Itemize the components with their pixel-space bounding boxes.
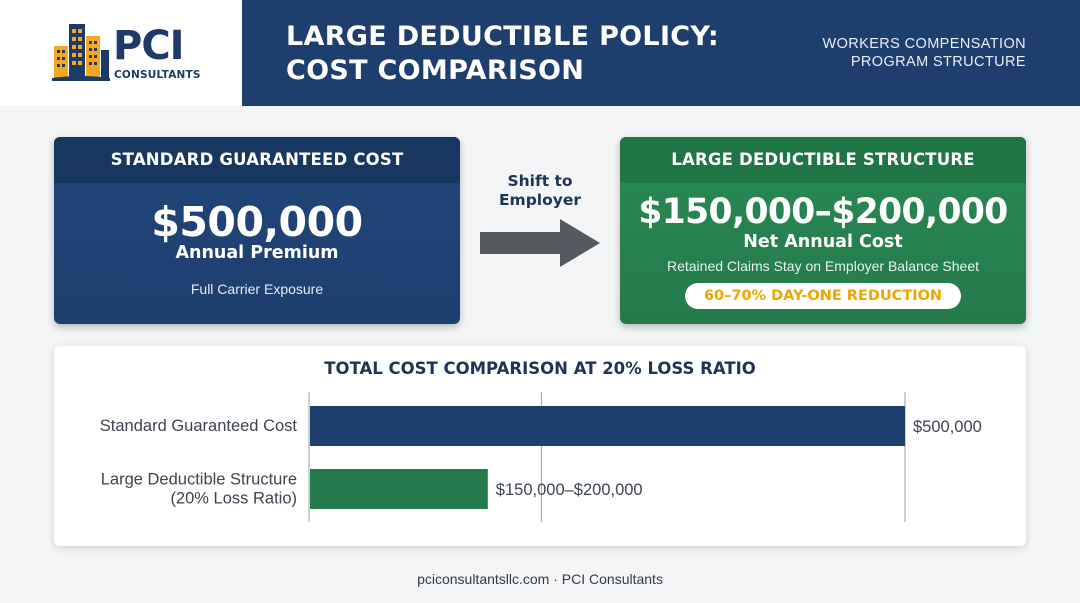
standard-card-heading: STANDARD GUARANTEED COST xyxy=(54,137,460,183)
deductible-card-note: Retained Claims Stay on Employer Balance… xyxy=(666,258,980,274)
title-band xyxy=(242,0,1080,106)
bar-1 xyxy=(310,406,905,446)
page-title: LARGE DEDUCTIBLE POLICY: COST COMPARISON xyxy=(286,20,786,88)
value-label-2: $150,000–$200,000 xyxy=(496,481,643,499)
large-deductible-card: LARGE DEDUCTIBLE STRUCTURE $150,000–$200… xyxy=(620,137,1026,324)
standard-card-amount: $500,000 xyxy=(151,198,363,246)
shift-arrow-label: Shift to Employer xyxy=(480,172,600,210)
page-title-line-1: LARGE DEDUCTIBLE POLICY: xyxy=(286,21,720,52)
standard-cost-card: STANDARD GUARANTEED COST $500,000 Annual… xyxy=(54,137,460,324)
reduction-badge: 60–70% DAY-ONE REDUCTION xyxy=(685,283,961,309)
shift-arrow-label-line-2: Employer xyxy=(498,191,582,209)
page-title-line-2: COST COMPARISON xyxy=(286,55,585,86)
footer-text: pciconsultantsllc.com · PCI Consultants xyxy=(417,571,663,587)
logo: PCI CONSULTANTS xyxy=(0,0,242,106)
header: PCI CONSULTANTS LARGE DEDUCTIBLE POLICY:… xyxy=(0,0,1080,106)
building-logo-icon xyxy=(52,24,110,81)
value-label-1: $500,000 xyxy=(913,418,982,436)
shift-arrow-label-line-1: Shift to xyxy=(507,172,573,190)
deductible-card-amount: $150,000–$200,000 xyxy=(638,192,1008,232)
category-label-1: Standard Guaranteed Cost xyxy=(100,417,298,435)
deductible-card-heading: LARGE DEDUCTIBLE STRUCTURE xyxy=(620,137,1026,183)
page-subtitle-line-2: PROGRAM STRUCTURE xyxy=(850,54,1026,70)
bar-2 xyxy=(310,469,488,509)
category-label-2: Large Deductible Structure (20% Loss Rati… xyxy=(101,471,297,508)
standard-card-label: Annual Premium xyxy=(175,243,339,263)
page-subtitle-line-1: WORKERS COMPENSATION xyxy=(822,36,1026,52)
standard-card-note: Full Carrier Exposure xyxy=(190,281,324,297)
chart-title: TOTAL COST COMPARISON AT 20% LOSS RATIO xyxy=(324,359,756,378)
logo-subtext: CONSULTANTS xyxy=(114,69,201,81)
deductible-card-label: Net Annual Cost xyxy=(743,232,903,252)
page-subtitle: WORKERS COMPENSATION PROGRAM STRUCTURE xyxy=(746,35,1026,71)
right-arrow-icon xyxy=(480,219,600,267)
logo-text: PCI xyxy=(113,23,185,69)
